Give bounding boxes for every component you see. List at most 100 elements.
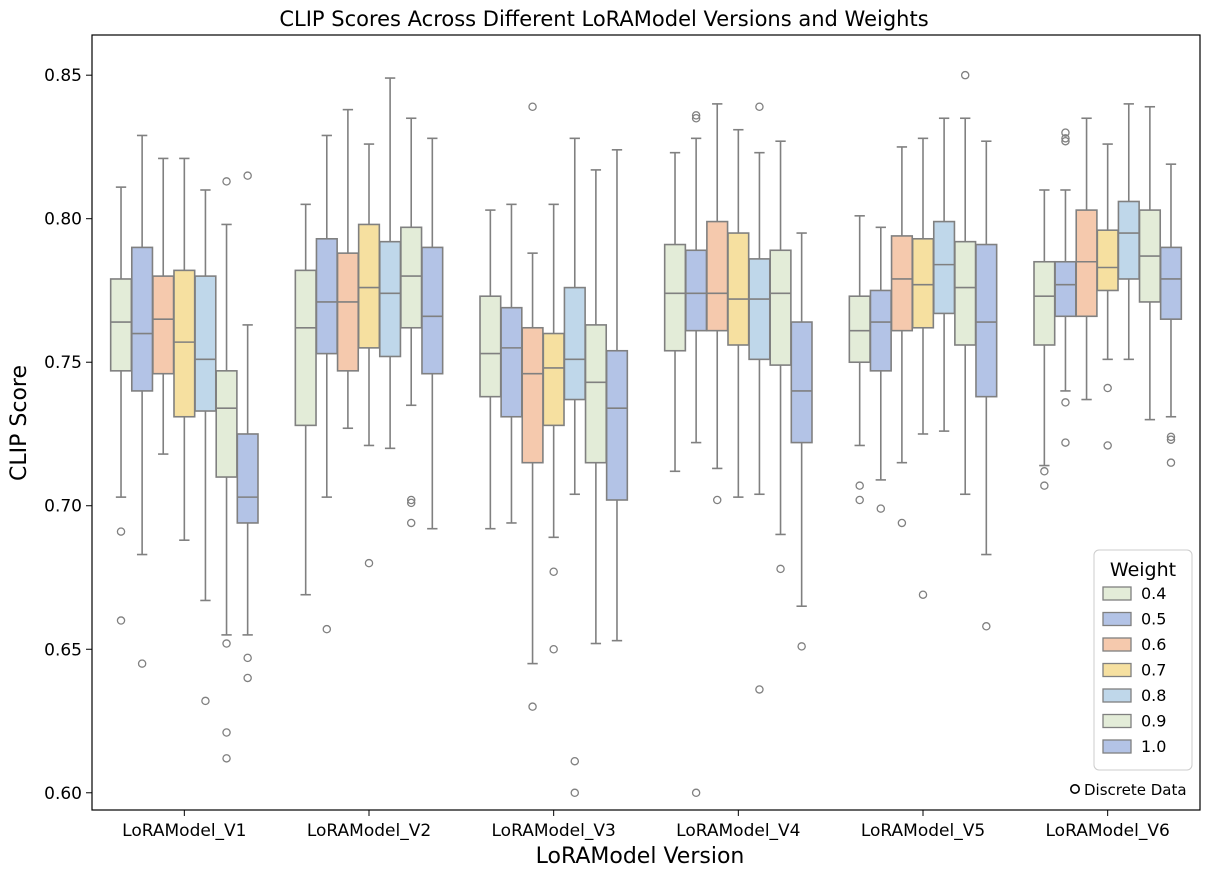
y-axis: 0.60 0.65 0.70 0.75 0.80 0.85 bbox=[44, 66, 92, 804]
y-tick-label: 0.85 bbox=[44, 66, 82, 86]
box-iqr bbox=[1075, 209, 1098, 318]
outlier-point bbox=[755, 685, 764, 694]
outlier-point bbox=[1040, 481, 1049, 490]
box-w1.0-loramodel-v1 bbox=[236, 171, 259, 683]
outlier-point bbox=[1166, 435, 1176, 444]
outlier-point bbox=[1061, 438, 1070, 447]
box-iqr bbox=[152, 275, 175, 375]
box-iqr bbox=[215, 370, 238, 478]
box-iqr bbox=[173, 269, 196, 418]
box-iqr bbox=[378, 240, 402, 358]
outlier-point bbox=[855, 481, 864, 490]
outlier-point bbox=[1061, 136, 1070, 146]
x-axis-label: LoRAModel Version bbox=[536, 844, 745, 869]
box-iqr bbox=[1096, 229, 1119, 292]
box-iqr bbox=[542, 332, 565, 427]
box-iqr bbox=[1054, 260, 1077, 318]
outlier-point bbox=[1061, 398, 1070, 407]
outlier-point bbox=[528, 702, 537, 711]
outlier-point bbox=[222, 728, 231, 737]
box-iqr bbox=[663, 243, 687, 352]
box-w1.0-loramodel-v5 bbox=[975, 140, 998, 631]
box-w0.8-loramodel-v6 bbox=[1117, 103, 1140, 361]
legend-swatch bbox=[1102, 688, 1132, 703]
box-w0.7-loramodel-v2 bbox=[357, 143, 381, 568]
x-tick-label: LoRAModel_V6 bbox=[1046, 821, 1170, 841]
x-tick-label: LoRAModel_V5 bbox=[861, 821, 985, 841]
box-w0.8-loramodel-v5 bbox=[932, 117, 956, 432]
outlier-point bbox=[222, 639, 231, 648]
box-iqr bbox=[236, 433, 259, 524]
outlier-point bbox=[712, 495, 722, 505]
box-w0.5-loramodel-v6 bbox=[1054, 128, 1077, 447]
outlier-point bbox=[116, 527, 126, 536]
outlier-point bbox=[570, 756, 580, 766]
outlier-point bbox=[116, 616, 126, 625]
x-axis: LoRAModel_V1 LoRAModel_V2 LoRAModel_V3 LoRA… bbox=[122, 810, 1170, 841]
outlier-point bbox=[1103, 383, 1112, 393]
box-w0.5-loramodel-v5 bbox=[869, 226, 892, 513]
box-iqr bbox=[727, 232, 750, 346]
box-iqr bbox=[479, 295, 502, 398]
box-w0.7-loramodel-v5 bbox=[911, 137, 935, 599]
box-w0.9-loramodel-v2 bbox=[400, 117, 423, 528]
outlier-point bbox=[1040, 467, 1049, 476]
box-iqr bbox=[890, 235, 914, 332]
x-tick-label: LoRAModel_V1 bbox=[122, 821, 246, 841]
plot-frame bbox=[91, 34, 1201, 811]
box-iqr bbox=[932, 220, 956, 315]
outlier-point bbox=[322, 624, 332, 634]
box-w0.6-loramodel-v2 bbox=[336, 108, 360, 430]
x-tick-label: LoRAModel_V4 bbox=[676, 821, 800, 841]
outlier-point bbox=[222, 754, 231, 763]
box-iqr bbox=[294, 269, 317, 427]
y-axis-label: CLIP Score bbox=[7, 365, 32, 481]
box-w1.0-loramodel-v6 bbox=[1159, 163, 1183, 467]
box-w0.9-loramodel-v3 bbox=[584, 169, 608, 645]
box-w1.0-loramodel-v2 bbox=[421, 137, 444, 530]
box-w0.9-loramodel-v1 bbox=[215, 177, 238, 763]
box-w0.7-loramodel-v4 bbox=[727, 128, 750, 498]
box-w0.9-loramodel-v5 bbox=[954, 70, 977, 496]
box-iqr bbox=[357, 223, 381, 349]
box-w0.6-loramodel-v1 bbox=[152, 157, 175, 455]
discrete-data-note: Discrete Data bbox=[1070, 781, 1187, 799]
box-w0.4-loramodel-v3 bbox=[479, 209, 502, 530]
outlier-point bbox=[855, 495, 864, 505]
outlier-point bbox=[201, 696, 210, 706]
outlier-point bbox=[876, 504, 886, 513]
box-iqr bbox=[790, 321, 813, 444]
box-iqr bbox=[769, 249, 792, 366]
box-w0.7-loramodel-v1 bbox=[173, 157, 196, 541]
box-w0.4-loramodel-v6 bbox=[1033, 189, 1056, 490]
outlier-point bbox=[797, 642, 806, 651]
box-iqr bbox=[584, 324, 608, 464]
outlier-point bbox=[364, 558, 374, 568]
box-w0.4-loramodel-v4 bbox=[663, 151, 687, 473]
box-iqr bbox=[336, 252, 360, 372]
box-w0.4-loramodel-v5 bbox=[848, 215, 871, 505]
box-iqr bbox=[130, 246, 154, 392]
outlier-point bbox=[691, 111, 701, 120]
box-iqr bbox=[706, 220, 729, 332]
box-iqr bbox=[500, 306, 523, 418]
box-w0.8-loramodel-v1 bbox=[194, 189, 217, 706]
outlier-point bbox=[1061, 128, 1070, 137]
outlier-point bbox=[528, 102, 537, 112]
box-iqr bbox=[605, 349, 629, 501]
legend-label: 0.7 bbox=[1141, 661, 1166, 680]
box-w0.9-loramodel-v4 bbox=[769, 140, 792, 574]
box-iqr bbox=[400, 226, 423, 329]
outlier-point bbox=[755, 102, 764, 112]
chart-title: CLIP Scores Across Different LoRAModel V… bbox=[279, 7, 928, 31]
outlier-point bbox=[776, 564, 785, 574]
box-w1.0-loramodel-v4 bbox=[790, 232, 813, 651]
outlier-point bbox=[1103, 441, 1112, 450]
box-w0.7-loramodel-v6 bbox=[1096, 143, 1119, 450]
y-tick-label: 0.60 bbox=[44, 784, 82, 804]
box-iqr bbox=[684, 249, 708, 332]
box-w0.6-loramodel-v3 bbox=[521, 102, 544, 711]
box-iqr bbox=[1159, 246, 1183, 320]
box-w0.4-loramodel-v1 bbox=[109, 186, 133, 625]
x-tick-label: LoRAModel_V3 bbox=[492, 821, 616, 841]
